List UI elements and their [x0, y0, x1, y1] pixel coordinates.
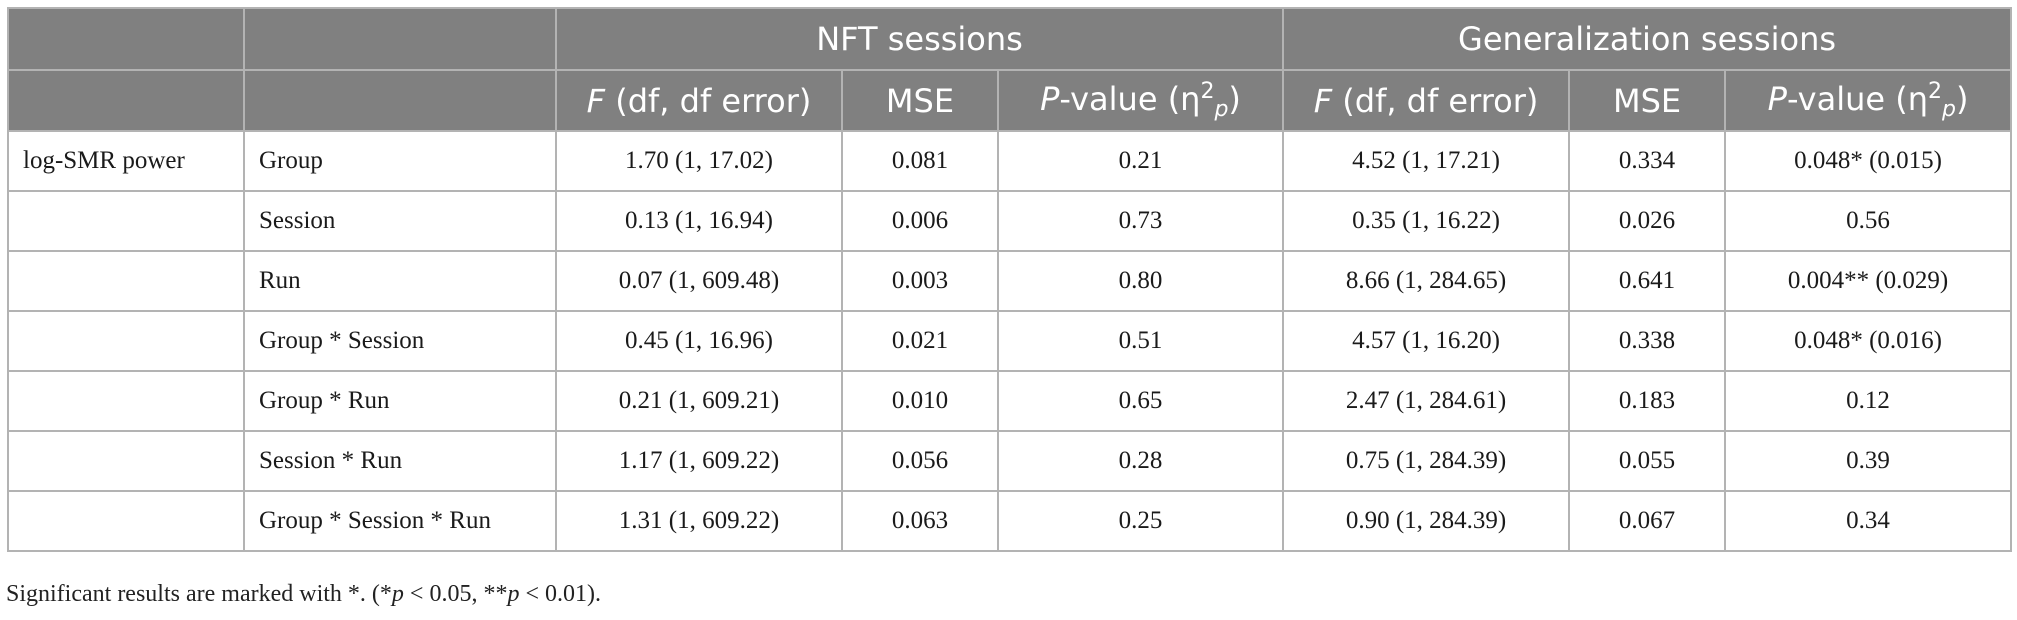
gen-mse-cell: 0.055: [1568, 430, 1727, 492]
header-empty-cell: [7, 7, 245, 71]
table-footnote: Significant results are marked with *. (…: [6, 581, 601, 608]
table-row: Session 0.13 (1, 16.94) 0.006 0.73 0.35 …: [7, 190, 2013, 252]
gen-mse-cell: 0.641: [1568, 250, 1727, 312]
nft-p-cell: 0.21: [996, 130, 1285, 192]
gen-mse-cell: 0.334: [1568, 130, 1727, 192]
gen-p-cell: 0.12: [1724, 370, 2013, 432]
p-symbol: P: [1040, 80, 1060, 118]
column-header-nft-mse: MSE: [841, 69, 999, 132]
nft-f-cell: 0.07 (1, 609.48): [555, 250, 843, 312]
gen-mse-cell: 0.067: [1568, 490, 1727, 552]
table-row: Session * Run 1.17 (1, 609.22) 0.056 0.2…: [7, 430, 2013, 492]
measure-cell: log-SMR power: [7, 130, 245, 192]
gen-p-cell: 0.048* (0.016): [1724, 310, 2013, 372]
measure-cell: [7, 190, 245, 252]
eta-subscript: p: [1941, 97, 1956, 122]
column-header-gen-mse: MSE: [1568, 69, 1727, 132]
measure-cell: [7, 310, 245, 372]
nft-mse-cell: 0.063: [841, 490, 999, 552]
column-header-gen-p: P-value (η2p): [1724, 69, 2013, 132]
gen-mse-cell: 0.183: [1568, 370, 1727, 432]
column-header-row: F (df, df error) MSE P-value (η2p) F (df…: [7, 69, 2013, 132]
measure-cell: [7, 250, 245, 312]
effect-cell: Session: [243, 190, 557, 252]
gen-f-cell: 2.47 (1, 284.61): [1282, 370, 1571, 432]
f-description: (df, df error): [1332, 81, 1539, 120]
gen-f-cell: 0.75 (1, 284.39): [1282, 430, 1571, 492]
table-row: Group * Session * Run 1.31 (1, 609.22) 0…: [7, 490, 2013, 552]
footnote-text: < 0.05, **: [403, 581, 508, 607]
effect-cell: Run: [243, 250, 557, 312]
nft-p-cell: 0.80: [996, 250, 1285, 312]
gen-p-cell: 0.34: [1724, 490, 2013, 552]
nft-mse-cell: 0.003: [841, 250, 999, 312]
gen-f-cell: 0.90 (1, 284.39): [1282, 490, 1571, 552]
table-row: log-SMR power Group 1.70 (1, 17.02) 0.08…: [7, 130, 2013, 192]
measure-cell: [7, 430, 245, 492]
table-row: Group * Run 0.21 (1, 609.21) 0.010 0.65 …: [7, 370, 2013, 432]
eta-subscript: p: [1214, 97, 1229, 122]
anova-results-table: NFT sessions Generalization sessions F (…: [7, 7, 2013, 552]
nft-f-cell: 1.17 (1, 609.22): [555, 430, 843, 492]
gen-p-cell: 0.004** (0.029): [1724, 250, 2013, 312]
p-description: -value (η: [1059, 80, 1201, 118]
footnote-p-symbol: p: [391, 581, 404, 607]
gen-f-cell: 8.66 (1, 284.65): [1282, 250, 1571, 312]
nft-mse-cell: 0.056: [841, 430, 999, 492]
header-generalization-sessions: Generalization sessions: [1282, 7, 2013, 71]
column-header-nft-f: F (df, df error): [555, 69, 843, 132]
column-header-nft-p: P-value (η2p): [996, 69, 1285, 132]
nft-f-cell: 1.31 (1, 609.22): [555, 490, 843, 552]
gen-p-cell: 0.048* (0.015): [1724, 130, 2013, 192]
eta-superscript: 2: [1927, 79, 1942, 104]
effect-cell: Group * Session * Run: [243, 490, 557, 552]
nft-p-cell: 0.65: [996, 370, 1285, 432]
nft-f-cell: 0.13 (1, 16.94): [555, 190, 843, 252]
header-nft-sessions: NFT sessions: [554, 7, 1285, 71]
results-table-container: NFT sessions Generalization sessions F (…: [7, 7, 2013, 552]
nft-f-cell: 0.45 (1, 16.96): [555, 310, 843, 372]
nft-p-cell: 0.28: [996, 430, 1285, 492]
table-row: Group * Session 0.45 (1, 16.96) 0.021 0.…: [7, 310, 2013, 372]
effect-cell: Group * Session: [243, 310, 557, 372]
f-symbol: F: [1313, 81, 1333, 120]
column-header-gen-f: F (df, df error): [1282, 69, 1571, 132]
nft-f-cell: 0.21 (1, 609.21): [555, 370, 843, 432]
gen-p-cell: 0.39: [1724, 430, 2013, 492]
nft-f-cell: 1.70 (1, 17.02): [555, 130, 843, 192]
column-header-measure: [7, 69, 245, 132]
column-header-effect: [243, 69, 557, 132]
nft-mse-cell: 0.010: [841, 370, 999, 432]
gen-mse-cell: 0.338: [1568, 310, 1727, 372]
footnote-text: < 0.01).: [519, 581, 601, 607]
f-description: (df, df error): [605, 81, 812, 120]
header-empty-cell: [243, 7, 557, 71]
gen-f-cell: 4.52 (1, 17.21): [1282, 130, 1571, 192]
nft-p-cell: 0.73: [996, 190, 1285, 252]
f-symbol: F: [586, 81, 606, 120]
table-row: Run 0.07 (1, 609.48) 0.003 0.80 8.66 (1,…: [7, 250, 2013, 312]
nft-mse-cell: 0.021: [841, 310, 999, 372]
p-close-paren: ): [1228, 80, 1241, 118]
nft-mse-cell: 0.006: [841, 190, 999, 252]
nft-p-cell: 0.51: [996, 310, 1285, 372]
eta-superscript: 2: [1200, 79, 1215, 104]
gen-f-cell: 4.57 (1, 16.20): [1282, 310, 1571, 372]
nft-p-cell: 0.25: [996, 490, 1285, 552]
nft-mse-cell: 0.081: [841, 130, 999, 192]
effect-cell: Group: [243, 130, 557, 192]
p-symbol: P: [1767, 80, 1787, 118]
gen-f-cell: 0.35 (1, 16.22): [1282, 190, 1571, 252]
gen-p-cell: 0.56: [1724, 190, 2013, 252]
p-description: -value (η: [1786, 80, 1928, 118]
effect-cell: Group * Run: [243, 370, 557, 432]
measure-cell: [7, 490, 245, 552]
measure-cell: [7, 370, 245, 432]
footnote-text: Significant results are marked with *. (…: [6, 581, 392, 607]
group-header-row: NFT sessions Generalization sessions: [7, 7, 2013, 71]
effect-cell: Session * Run: [243, 430, 557, 492]
gen-mse-cell: 0.026: [1568, 190, 1727, 252]
footnote-p-symbol: p: [507, 581, 520, 607]
p-close-paren: ): [1955, 80, 1969, 118]
